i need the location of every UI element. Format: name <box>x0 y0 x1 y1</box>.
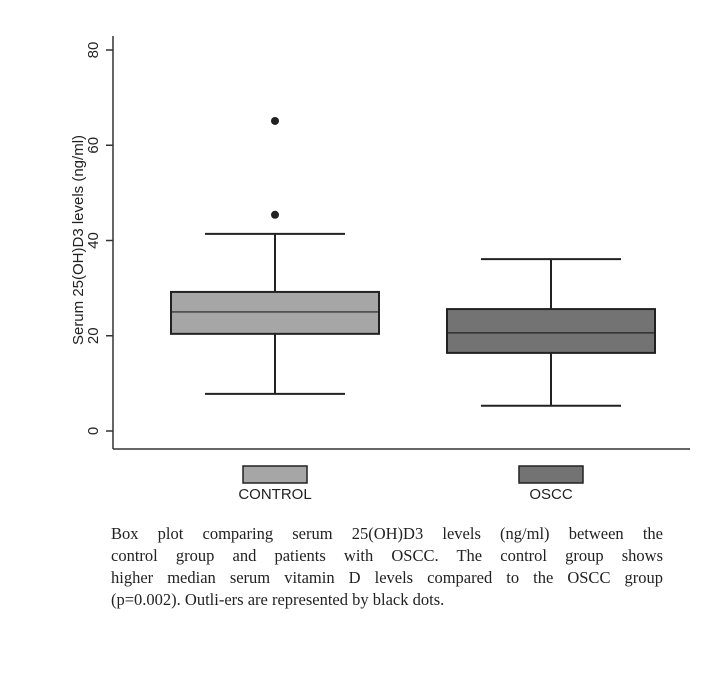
legend-label: OSCC <box>529 486 573 503</box>
outlier <box>271 210 279 219</box>
caption-line: control group and patients with OSCC. Th… <box>111 546 663 565</box>
outlier <box>271 116 279 125</box>
y-axis-label: Serum 25(OH)D3 levels (ng/ml) <box>70 135 87 345</box>
legend-swatch <box>518 465 584 484</box>
caption-line: higher median serum vitamin D levels com… <box>111 568 663 587</box>
box <box>446 308 656 354</box>
y-tick-label: 40 <box>85 232 102 249</box>
legend-swatch <box>242 465 308 484</box>
box <box>170 290 380 335</box>
caption-line: (p=0.002). Outli-ers are represented by … <box>111 590 445 609</box>
caption-line: Box plot comparing serum 25(OH)D3 levels… <box>111 524 663 543</box>
y-tick-label: 60 <box>85 137 102 154</box>
y-tick-label: 0 <box>85 427 102 435</box>
chart: Serum 25(OH)D3 levels (ng/ml) 0 20 40 60 80 C… <box>70 36 690 503</box>
y-tick-label: 80 <box>85 42 102 59</box>
legend-label: CONTROL <box>238 486 311 503</box>
y-tick-label: 20 <box>85 327 102 344</box>
caption: Box plot comparing serum 25(OH)D3 levels… <box>111 523 663 611</box>
